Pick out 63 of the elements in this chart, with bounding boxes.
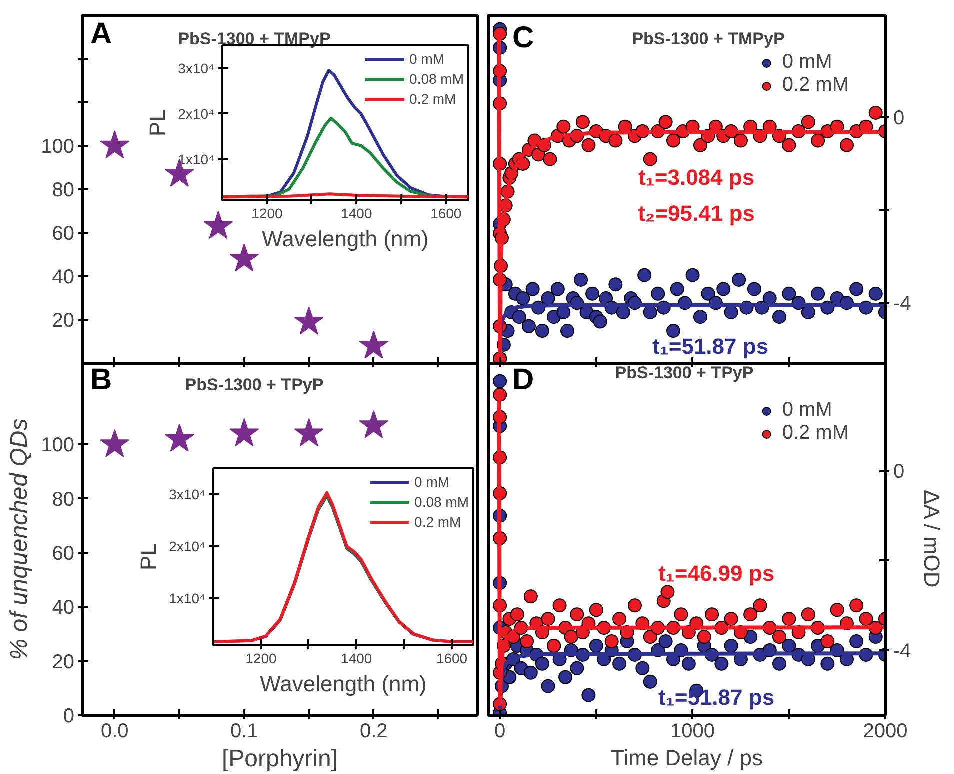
x-axis-title: Wavelength (nm) (260, 672, 427, 696)
legend-label: 0 mM (414, 474, 450, 490)
x-axis-title: [Porphyrin] (222, 746, 338, 772)
y-tick-label: 0 (894, 108, 905, 130)
annotation: t₂=95.41 ps (638, 201, 755, 226)
y-tick-label: 3x10⁴ (169, 486, 206, 503)
x-tick-label: 2000 (863, 720, 908, 742)
text: PbS-1300 + TMPyP (178, 30, 331, 48)
legend-label: 0.2 mM (410, 91, 456, 107)
annotation: B (90, 364, 112, 396)
y-tick-label: 3x10⁴ (178, 60, 214, 76)
y-tick-label: 2x10⁴ (178, 106, 214, 122)
legend-label: 0 mM (782, 399, 832, 422)
annotation: A (90, 18, 112, 50)
y-tick-label: 1x10⁴ (169, 590, 206, 607)
y-axis-title: ΔA / mOD (919, 490, 944, 588)
y-tick-label: 1x10⁴ (178, 151, 214, 168)
y-tick-label: 2x10⁴ (169, 538, 206, 555)
annotation: t₁=51.87 ps (652, 334, 769, 359)
legend-label: 0.2 mM (782, 74, 849, 97)
legend-label: 0 mM (410, 51, 445, 67)
x-tick-label: 0.0 (100, 720, 129, 742)
x-tick-label: 1600 (436, 650, 468, 666)
annotation: D (512, 364, 534, 396)
y-axis-title: PL (136, 544, 162, 570)
text: PbS-1300 + TPyP (185, 376, 324, 394)
x-tick-label: 1200 (252, 206, 284, 222)
x-tick-label: 0.2 (360, 720, 388, 742)
text: PbS-1300 + TMPyP (632, 30, 785, 48)
annotation: t₁=46.99 ps (658, 561, 775, 586)
y-tick-label: 0 (894, 461, 905, 484)
x-tick-label: 0 (494, 720, 506, 742)
x-axis-title: Wavelength (nm) (262, 226, 429, 252)
y-tick-label: 100 (41, 434, 75, 457)
x-tick-label: 1400 (341, 206, 372, 222)
y-axis-title: % of unquenched QDs (6, 418, 34, 660)
x-tick-label: 1200 (246, 650, 277, 666)
x-axis-title: Time Delay / ps (611, 746, 764, 770)
legend-label: 0.2 mM (782, 422, 849, 445)
x-tick-label: 0.1 (230, 720, 258, 742)
y-tick-label: 20 (52, 310, 75, 332)
y-tick-label: 60 (52, 223, 75, 245)
y-axis-title: PL (145, 110, 170, 136)
x-tick-label: 1000 (670, 720, 716, 742)
y-tick-label: 100 (41, 136, 75, 158)
legend-label: 0 mM (782, 51, 832, 74)
y-tick-label: 20 (52, 651, 75, 674)
y-tick-label: 0 (63, 706, 74, 728)
y-tick-label: 80 (52, 488, 75, 511)
y-tick-label: 80 (52, 180, 75, 202)
y-tick-label: 60 (52, 543, 75, 566)
chart-title: PbS-1300 + TPyP (615, 364, 754, 382)
annotation: C (512, 22, 534, 54)
legend-label: 0.08 mM (414, 494, 469, 510)
y-tick-label: 40 (52, 597, 75, 620)
x-tick-label: 1400 (341, 650, 372, 666)
y-tick-label: 40 (52, 266, 75, 288)
legend-label: 0.08 mM (410, 71, 464, 87)
legend-label: 0.2 mM (414, 514, 462, 530)
x-tick-label: 1600 (430, 206, 462, 222)
annotation: t₁=3.084 ps (638, 165, 755, 190)
y-tick-label: -4 (894, 640, 912, 662)
y-tick-label: -4 (894, 293, 912, 316)
